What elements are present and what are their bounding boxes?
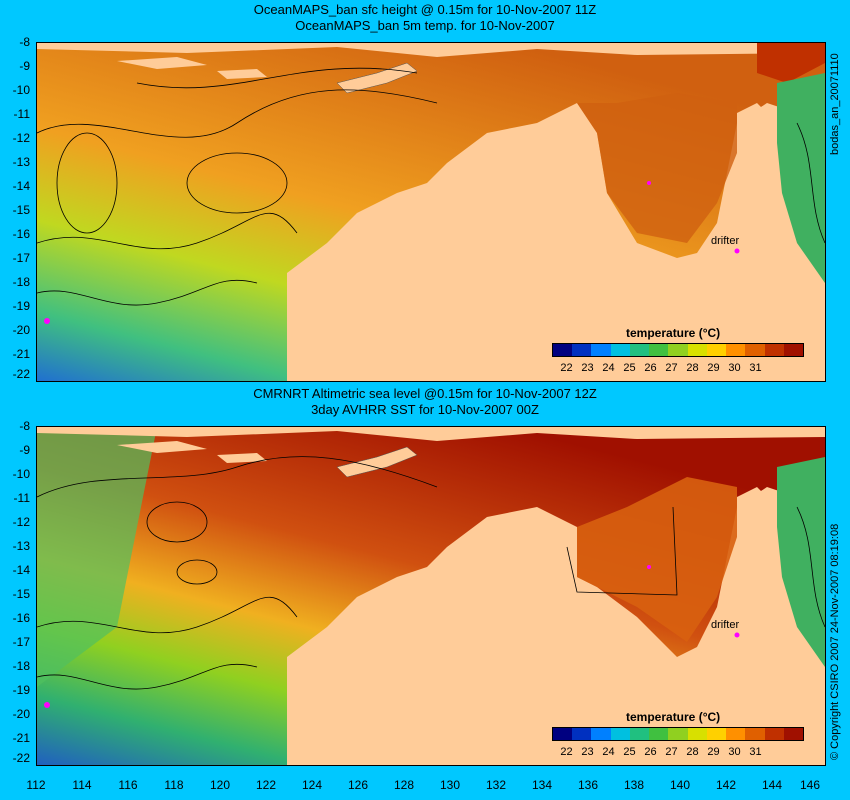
top-colorbar-ticks: 22 23 24 25 26 27 28 29 30 31 (560, 362, 762, 374)
side-text-bottom: © Copyright CSIRO 2007 24-Nov-2007 08:19… (829, 523, 841, 760)
bottom-colorbar (552, 727, 804, 741)
bottom-title-line2: 3day AVHRR SST for 10-Nov-2007 00Z (311, 402, 539, 417)
top-drifter-label: drifter (711, 235, 740, 247)
bottom-map-graphic (37, 427, 825, 765)
top-title-line2: OceanMAPS_ban 5m temp. for 10-Nov-2007 (295, 18, 555, 33)
top-legend-title: temperature (°C) (626, 326, 721, 340)
bottom-title-line1: CMRNRT Altimetric sea level @0.15m for 1… (253, 386, 597, 401)
bottom-legend-title: temperature (°C) (626, 710, 721, 724)
bottom-colorbar-ticks: 22 23 24 25 26 27 28 29 30 31 (560, 746, 762, 758)
top-title-line1: OceanMAPS_ban sfc height @ 0.15m for 10-… (253, 2, 597, 17)
top-colorbar (552, 343, 804, 357)
top-map-panel (36, 42, 826, 382)
land-australia (287, 487, 825, 765)
bottom-map-panel (36, 426, 826, 766)
bottom-drifter-label: drifter (711, 619, 740, 631)
top-map-graphic (37, 43, 825, 381)
land-australia (287, 103, 825, 381)
side-text-top: bodas_an_20071110 (829, 53, 841, 155)
land-timor (336, 446, 418, 478)
